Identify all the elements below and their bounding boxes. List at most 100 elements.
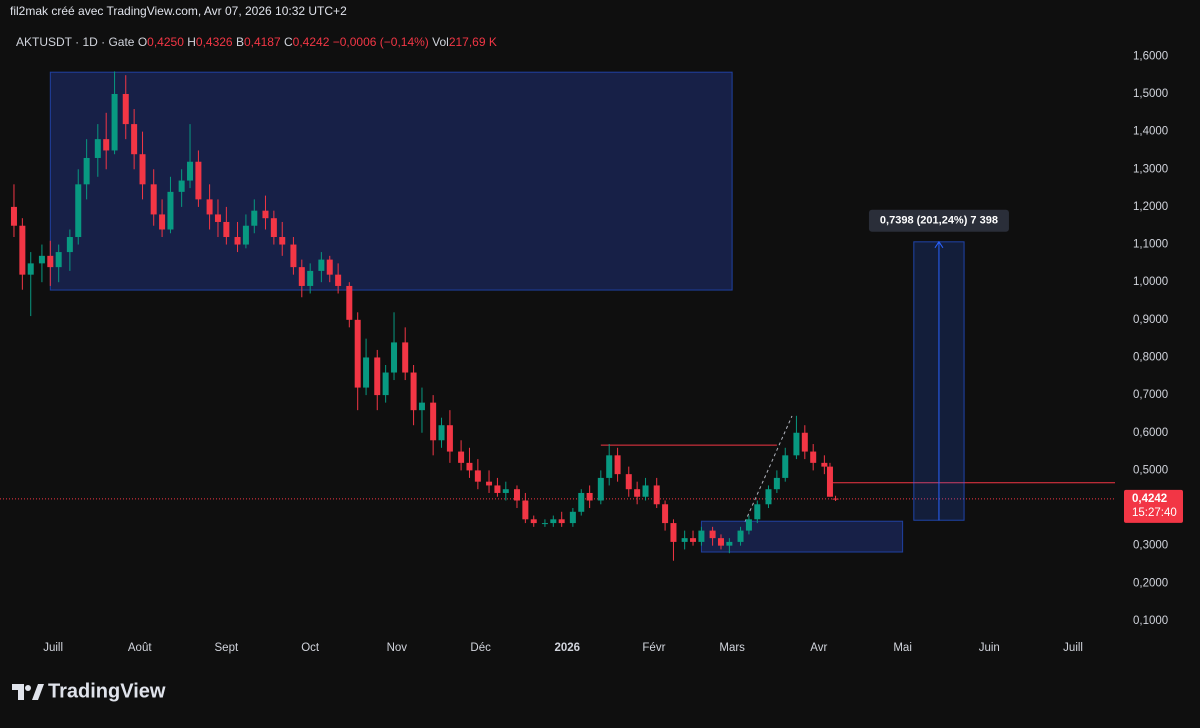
candle-body [765,489,772,505]
candle-body [318,259,325,271]
candle-body [597,477,604,501]
legend-key: O [138,35,147,49]
candle-body [681,538,688,542]
candle-body [653,485,660,505]
candle-body [159,214,166,230]
candle-body [474,470,481,482]
candle-body [717,538,724,546]
x-tick-label: Mars [719,642,745,654]
candle-body [418,402,425,411]
candle-body [346,285,353,320]
y-tick-label: 1,2000 [1133,201,1168,213]
y-tick-label: 0,8000 [1133,351,1168,363]
candle-body [754,504,761,520]
legend-key: C [284,35,293,49]
candle-body [745,519,752,531]
x-tick-label: Nov [387,642,408,654]
candle-body [354,319,361,388]
y-tick-label: 0,3000 [1133,540,1168,552]
brand-name: TradingView [48,680,166,702]
candle-body [810,451,817,463]
candle-body [307,270,314,286]
candle-body [726,541,733,546]
candle-body [55,252,62,268]
legend-key: H [187,35,196,49]
x-tick-label: Août [128,642,152,654]
y-tick-label: 0,9000 [1133,314,1168,326]
header-credit: fil2mak créé avec TradingView.com, Avr 0… [10,4,347,18]
candle-body [139,154,146,185]
candle-body [38,255,45,264]
candle-body [821,462,828,467]
x-tick-label: Juill [43,642,63,654]
y-tick-label: 0,5000 [1133,464,1168,476]
candle-body [586,492,593,501]
candle-body [270,218,277,238]
candle-body [251,210,258,226]
legend-key: B [236,35,244,49]
candle-body [558,519,565,524]
y-tick-label: 1,4000 [1133,126,1168,138]
candle-body [150,184,157,215]
candle-body [10,206,17,226]
legend-volume-key: Vol [432,35,449,49]
candle-body [206,199,213,215]
legend-symbol: AKTUSDT · 1D · Gate [16,35,135,49]
legend-value: 0,4326 [196,35,233,49]
trend-line [744,415,793,523]
candle-body [698,530,705,542]
candle-body [486,481,493,486]
legend: AKTUSDT · 1D · Gate O0,4250 H0,4326 B0,4… [16,35,497,49]
candle-body [75,184,82,238]
candle-body [131,124,138,155]
candle-body [290,244,297,268]
candle-body [634,489,641,497]
y-tick-label: 0,1000 [1133,615,1168,627]
candle-body [382,372,389,396]
candle-body [103,139,110,151]
last-price-label: 0,4242 [1132,493,1167,505]
measure-arrow-head [934,240,944,249]
candle-body [47,255,54,268]
candle-body [625,474,632,490]
candle-body [27,263,34,275]
candle-body [438,425,445,441]
candle-body [187,161,194,181]
legend-volume: 217,69 K [449,35,497,49]
legend-value: 0,4187 [244,35,281,49]
candle-body [737,530,744,542]
y-tick-label: 1,3000 [1133,163,1168,175]
brand-logo [12,684,44,700]
candle-body [569,511,576,524]
candle-body [801,432,808,452]
x-tick-label: Févr [642,642,665,654]
x-tick-label: 2026 [554,642,580,654]
x-tick-label: Sept [215,642,239,654]
candle-body [242,225,249,245]
candle-body [66,237,73,253]
candle-body [178,180,185,192]
candle-body [279,237,286,245]
candle-body [690,538,697,542]
x-tick-label: Juill [1063,642,1083,654]
candle-body [606,455,613,478]
candle-body [670,523,677,542]
legend-value: 0,4242 [293,35,330,49]
candle-body [234,237,241,245]
candle-body [410,372,417,411]
measure-label-box [868,209,1009,232]
candle-body [122,93,129,125]
candle-body [94,139,101,158]
candle-body [402,342,409,373]
y-tick-label: 1,1000 [1133,239,1168,251]
y-tick-label: 0,2000 [1133,577,1168,589]
candle-body [167,191,174,230]
candle-body [111,93,118,151]
legend-value: 0,4250 [147,35,184,49]
zone [49,71,733,291]
countdown-label: 15:27:40 [1132,507,1177,519]
candle-body [578,492,585,512]
candle-body [832,498,839,500]
measure-label: 0,7398 (201,24%) 7 398 [880,215,998,227]
